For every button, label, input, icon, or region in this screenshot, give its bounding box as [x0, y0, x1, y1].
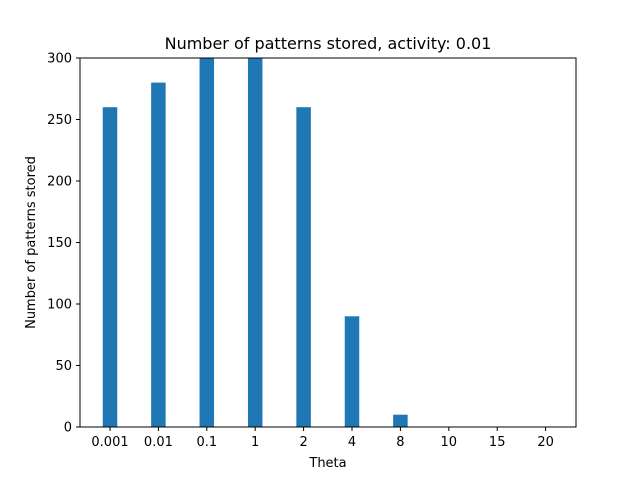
x-tick-label: 0.1: [196, 435, 217, 450]
x-tick-label: 10: [441, 435, 458, 450]
bars-group: [102, 58, 408, 427]
x-axis-label: Theta: [308, 456, 346, 471]
bar-0.1: [199, 58, 215, 427]
x-tick-label: 4: [348, 435, 356, 450]
x-tick-label: 0.01: [144, 435, 173, 450]
chart-title: Number of patterns stored, activity: 0.0…: [165, 34, 492, 53]
y-tick-label: 200: [47, 175, 72, 190]
x-tick-label: 8: [396, 435, 404, 450]
bar-2: [296, 107, 311, 427]
y-tick-label: 250: [47, 113, 72, 128]
x-tick-label: 20: [537, 435, 554, 450]
y-axis: 0 50 100 150 200 250 300: [47, 52, 80, 436]
bar-0.001: [102, 107, 118, 427]
y-tick-label: 0: [64, 421, 72, 436]
bar-0.01: [151, 82, 166, 427]
y-tick-label: 100: [47, 298, 72, 313]
bar-1: [247, 58, 263, 427]
y-tick-label: 300: [47, 52, 72, 67]
x-tick-label: 0.001: [91, 435, 128, 450]
x-tick-label: 2: [299, 435, 307, 450]
x-tick-label: 15: [489, 435, 506, 450]
bar-8: [393, 414, 408, 427]
bar-4: [344, 316, 360, 427]
y-tick-label: 150: [47, 236, 72, 251]
x-axis: 0.001 0.01 0.1 1 2 4 8 10 15 20: [91, 427, 554, 450]
x-tick-label: 1: [251, 435, 259, 450]
y-tick-label: 50: [55, 359, 72, 374]
y-axis-label: Number of patterns stored: [24, 156, 39, 329]
